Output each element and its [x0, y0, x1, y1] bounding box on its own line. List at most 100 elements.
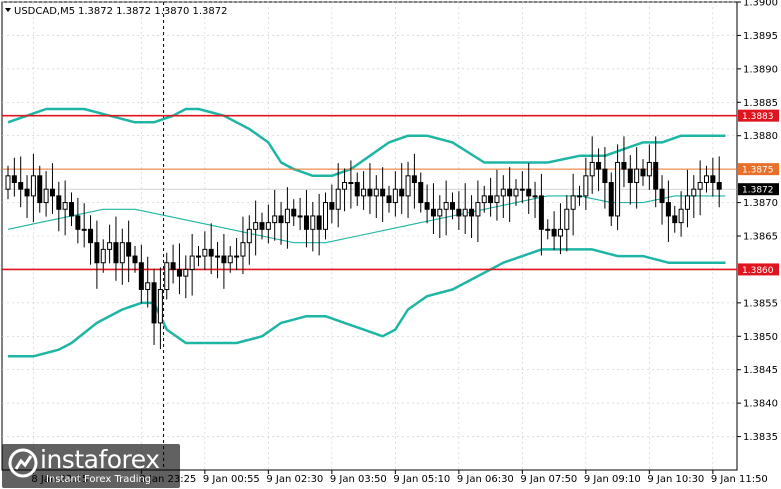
candle-87: [557, 203, 563, 255]
level-resistance-label: 1.3883: [742, 112, 774, 122]
candle-17: [113, 216, 119, 281]
candle-body-up: [564, 208, 570, 230]
candle-71: [456, 191, 462, 230]
candle-79: [507, 167, 513, 222]
candle-body-down: [380, 188, 386, 197]
candle-57: [367, 163, 373, 214]
candle-body-up: [253, 222, 259, 230]
candle-86: [551, 211, 557, 251]
candle-body-down: [430, 208, 436, 217]
candle-72: [462, 183, 468, 234]
candle-body-down: [469, 208, 475, 217]
candle-108: [691, 175, 697, 218]
candle-47: [303, 189, 309, 248]
candle-body-up: [196, 255, 201, 258]
candle-body-up: [234, 255, 240, 258]
candle-18: [119, 228, 125, 285]
candle-23: [151, 268, 157, 345]
candle-body-down: [456, 208, 462, 217]
x-tick-label-3: 9 Jan 02:30: [266, 474, 323, 485]
candle-body-up: [342, 182, 348, 190]
candle-body-down: [602, 168, 608, 184]
candle-body-up: [519, 188, 525, 191]
candle-93: [596, 148, 602, 192]
candle-body-down: [640, 168, 646, 177]
x-tick-label-4: 9 Jan 03:50: [330, 474, 387, 485]
candle-body-down: [526, 188, 532, 197]
candle-body-up: [284, 208, 290, 224]
candle-88: [564, 195, 570, 252]
grid: [2, 1, 737, 470]
candle-body-down: [151, 282, 157, 324]
candle-body-down: [88, 228, 94, 244]
candle-1: [11, 157, 17, 197]
candle-body-down: [24, 188, 30, 197]
candle-body-down: [75, 215, 81, 230]
candle-46: [297, 197, 303, 230]
candle-body-up: [215, 255, 221, 258]
x-tick-label-7: 9 Jan 07:50: [520, 474, 577, 485]
candle-48: [310, 201, 316, 252]
band-lower-line: [8, 248, 726, 358]
candle-4: [30, 153, 36, 222]
y-tick-label-9: 1.3845: [743, 365, 778, 376]
candle-body-up: [310, 215, 316, 230]
candle-body-down: [488, 195, 494, 204]
candle-body-down: [672, 215, 678, 224]
candle-body-up: [164, 262, 170, 290]
candle-body-down: [329, 202, 335, 210]
candle-body-down: [316, 215, 322, 230]
candle-36: [234, 238, 240, 271]
candle-body-up: [100, 248, 106, 264]
candle-50: [323, 192, 328, 240]
candle-body-up: [513, 188, 519, 197]
candle-body-down: [56, 195, 62, 210]
candle-body-down: [291, 208, 297, 217]
candle-112: [716, 156, 722, 208]
candle-body-down: [354, 182, 360, 197]
collapse-arrow-icon[interactable]: [5, 8, 11, 12]
candle-body-down: [208, 248, 214, 257]
candle-56: [361, 171, 367, 210]
candle-body-up: [227, 255, 233, 264]
candle-body-down: [538, 195, 544, 230]
y-tick-label-5: 1.3870: [743, 198, 778, 209]
candle-body-down: [450, 202, 455, 210]
candle-body-down: [710, 175, 716, 184]
candle-49: [316, 193, 322, 256]
candle-68: [437, 195, 443, 239]
candle-body-up: [646, 161, 652, 177]
candle-98: [627, 155, 633, 205]
candle-body-down: [170, 262, 176, 270]
candle-body-down: [424, 202, 430, 210]
candle-80: [513, 179, 519, 206]
candle-51: [329, 184, 335, 224]
candle-75: [481, 185, 487, 213]
candle-14: [94, 220, 100, 289]
plot-frame: [1, 1, 738, 471]
symbol-label: USDCAD,M5: [14, 6, 75, 17]
candle-body-down: [221, 255, 227, 264]
candle-body-up: [684, 195, 690, 210]
candle-body-down: [367, 188, 373, 197]
candle-body-up: [443, 202, 449, 210]
candle-33: [215, 242, 221, 279]
candle-body-down: [303, 215, 309, 230]
x-tick-label-8: 9 Jan 09:10: [584, 474, 641, 485]
candle-7: [49, 163, 55, 214]
candle-59: [380, 167, 386, 222]
candle-body-up: [323, 202, 328, 230]
current-price-tag: [738, 183, 779, 196]
candle-body-up: [691, 188, 697, 197]
candle-6: [43, 171, 49, 217]
candle-41: [265, 204, 271, 244]
candle-body-up: [437, 208, 443, 217]
candle-32: [208, 223, 214, 275]
level-pivot-tag: [738, 163, 779, 176]
candle-body-up: [202, 248, 208, 257]
candle-body-up: [81, 228, 87, 231]
candle-100: [640, 159, 646, 186]
candle-37: [240, 216, 246, 275]
candle-96: [615, 144, 621, 230]
